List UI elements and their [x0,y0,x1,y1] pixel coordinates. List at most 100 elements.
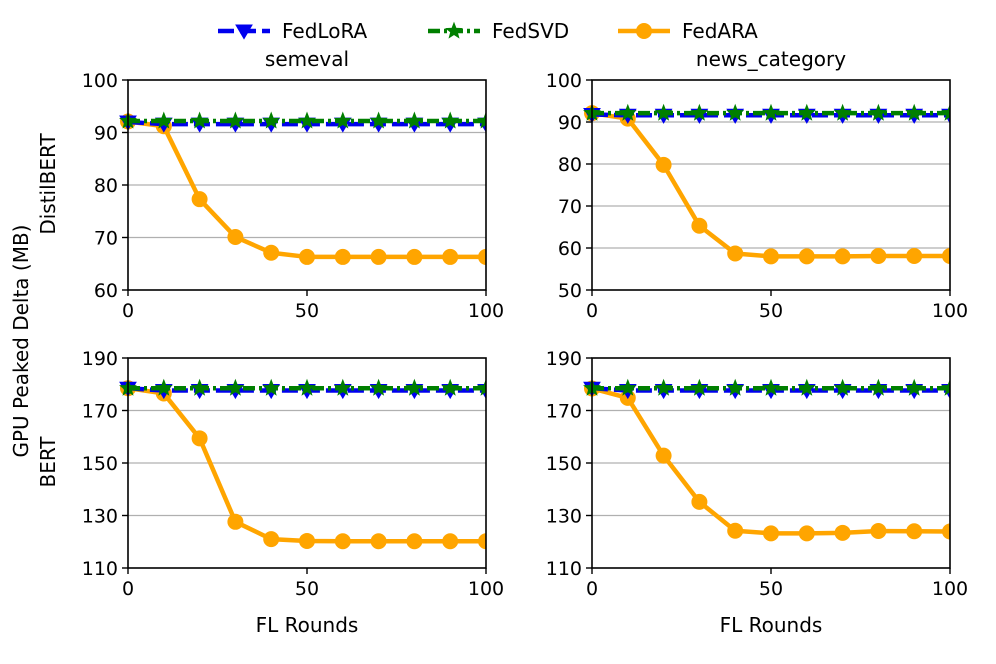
data-point-fedsvd-80 [869,378,888,396]
ytick-label-60: 60 [558,238,582,260]
data-point-fedsvd-40 [726,103,745,121]
xtick-label-50: 50 [759,300,783,322]
ytick-label-110: 110 [546,558,582,580]
data-point-fedsvd-80 [405,111,424,129]
ytick-label-170: 170 [82,401,118,423]
legend-entry-fedara: FedARA [618,19,758,43]
shared-ylabel-group: GPU Peaked Delta (MB) [9,225,33,458]
shared-ylabel: GPU Peaked Delta (MB) [9,225,33,458]
data-point-fedsvd-90 [905,378,924,396]
legend-label-fedara: FedARA [682,19,758,43]
data-point-fedara-60 [798,525,815,542]
panel-distilbert-semeval: 60 70 80 90 100 0 50 100 semeval [82,47,504,322]
data-point-fedsvd-30 [690,378,709,396]
data-point-fedara-20 [655,156,672,173]
data-point-fedsvd-20 [190,111,209,129]
data-point-fedsvd-50 [762,103,780,121]
legend-marker-fedara [636,23,652,39]
data-point-fedara-40 [727,245,744,262]
xtick-label-0: 0 [586,578,598,600]
data-point-fedara-70 [834,248,851,265]
panel-bert-semeval: 110 130 150 170 190 0 50 100 FL Rounds [82,348,504,637]
legend-entry-fedsvd: FedSVD [428,19,569,43]
ytick-label-150: 150 [546,453,582,475]
data-point-fedsvd-40 [262,111,281,129]
xtick-label-50: 50 [295,300,319,322]
panel-title: news_category [696,47,846,71]
data-point-fedara-60 [334,533,351,550]
series-fedara [120,380,486,550]
data-point-fedara-50 [299,248,315,265]
data-point-fedsvd-20 [654,378,673,396]
data-point-fedsvd-50 [762,378,780,396]
data-point-fedara-90 [442,533,459,550]
data-point-fedsvd-90 [441,111,460,129]
row-label-bert: BERT [36,436,60,488]
ytick-label-150: 150 [82,453,118,475]
data-point-fedara-50 [763,248,779,265]
ytick-label-80: 80 [94,175,118,197]
series-fedara [584,380,950,542]
data-point-fedara-70 [370,533,387,550]
panel-title: semeval [265,47,349,71]
data-point-fedara-30 [227,228,244,245]
data-point-fedsvd-40 [726,378,745,396]
data-point-fedsvd-60 [333,378,352,396]
data-point-fedsvd-100 [477,111,486,129]
data-point-fedsvd-40 [262,378,281,396]
data-point-fedara-30 [691,493,708,510]
data-point-fedsvd-70 [833,378,852,396]
series-fedsvd [583,103,950,121]
data-point-fedsvd-10 [154,111,173,129]
data-point-fedara-90 [906,523,923,540]
series-line-fedara [127,119,486,260]
data-point-fedara-50 [299,532,315,549]
data-point-fedsvd-70 [369,378,388,396]
ytick-label-110: 110 [82,558,118,580]
data-point-fedsvd-10 [154,378,173,396]
data-point-fedara-90 [906,247,923,264]
ytick-label-130: 130 [82,506,118,528]
ytick-label-90: 90 [94,123,118,145]
ytick-label-90: 90 [558,112,582,134]
data-point-fedsvd-80 [405,378,424,396]
data-point-fedsvd-60 [333,111,352,129]
legend-marker-fedsvd [445,21,463,39]
data-point-fedara-70 [370,248,387,265]
data-point-fedsvd-30 [690,103,709,121]
data-point-fedara-60 [798,248,815,265]
data-point-fedara-50 [763,525,779,542]
xtick-label-50: 50 [759,578,783,600]
data-point-fedsvd-80 [869,103,888,121]
data-point-fedsvd-50 [298,111,316,129]
series-line-fedara [591,110,950,259]
xtick-label-100: 100 [932,300,968,322]
xtick-label-0: 0 [122,300,134,322]
ytick-label-70: 70 [94,228,118,250]
data-point-fedara-90 [442,248,459,265]
data-point-fedara-30 [691,217,708,234]
ytick-label-70: 70 [558,196,582,218]
ytick-label-80: 80 [558,154,582,176]
ytick-label-60: 60 [94,280,118,302]
data-point-fedara-60 [334,248,351,265]
ytick-label-190: 190 [82,348,118,370]
series-fedara [120,113,486,265]
xtick-label-0: 0 [586,300,598,322]
xlabel: FL Rounds [720,613,823,637]
data-point-fedsvd-100 [477,378,486,396]
xtick-label-0: 0 [122,578,134,600]
panel-bert-news-category: 110 130 150 170 190 0 50 100 FL Rounds [546,348,968,637]
data-point-fedsvd-10 [618,378,637,396]
data-point-fedara-20 [655,447,672,464]
ytick-label-190: 190 [546,348,582,370]
data-point-fedsvd-90 [441,378,460,396]
data-point-fedara-80 [406,248,423,265]
data-point-fedara-30 [227,513,244,530]
data-point-fedsvd-60 [797,378,816,396]
row-label-distilbert: DistilBERT [36,133,60,235]
data-point-fedara-40 [263,531,280,548]
xtick-label-100: 100 [468,578,504,600]
